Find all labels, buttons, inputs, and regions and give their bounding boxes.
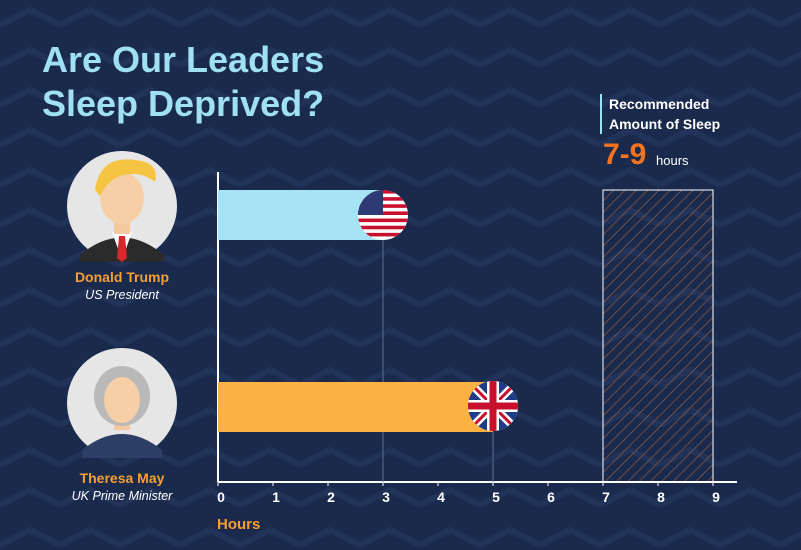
x-tick-label: 7 — [602, 489, 610, 505]
bar — [218, 382, 493, 432]
leader-role: UK Prime Minister — [71, 489, 173, 503]
x-tick-label: 6 — [547, 489, 555, 505]
x-tick-label: 9 — [712, 489, 720, 505]
flag-cross-red — [468, 381, 518, 431]
x-tick-label: 1 — [272, 489, 280, 505]
flag-stripe — [358, 232, 408, 237]
bar — [218, 190, 383, 240]
x-tick-label: 2 — [327, 489, 335, 505]
x-tick-label: 8 — [657, 489, 665, 505]
portrait-may — [67, 348, 177, 458]
x-tick-label: 3 — [382, 489, 390, 505]
flag — [468, 381, 518, 431]
x-axis-label: Hours — [217, 516, 261, 533]
flag-stripe — [358, 225, 408, 230]
range-label: 7-9 — [603, 138, 647, 171]
x-tick-label: 4 — [437, 489, 445, 505]
annotation: Recommended Amount of Sleep — [600, 94, 739, 134]
x-tick-label: 5 — [492, 489, 500, 505]
portrait-trump — [67, 151, 177, 262]
leader-role: US President — [85, 288, 159, 302]
flag-stripe — [358, 218, 408, 223]
recommended-range — [602, 189, 714, 483]
x-tick-label: 0 — [217, 489, 225, 505]
range-unit: hours — [656, 153, 689, 168]
flag — [358, 190, 408, 240]
chart-title: Are Our Leaders Sleep Deprived? — [42, 39, 325, 124]
leader-name: Theresa May — [79, 470, 165, 486]
leader-name: Donald Trump — [74, 269, 170, 285]
